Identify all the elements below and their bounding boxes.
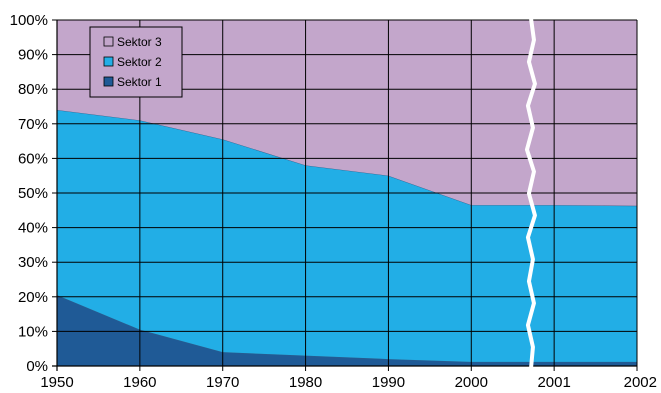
legend-swatch-sektor-1	[103, 76, 114, 87]
legend-label-sektor-3: Sektor 3	[117, 35, 162, 49]
axis-break-line	[524, 17, 537, 370]
x-tick-label: 2001	[537, 374, 570, 391]
legend-label-sektor-2: Sektor 2	[117, 55, 162, 69]
y-tick-label: 0%	[26, 358, 48, 375]
legend-swatch-sektor-2	[103, 56, 114, 67]
y-tick-label: 90%	[18, 47, 48, 64]
y-tick-label: 40%	[18, 220, 48, 237]
x-tick-label: 2002	[624, 374, 657, 391]
legend-swatch-sektor-3	[103, 36, 114, 47]
axes-layer	[52, 19, 638, 371]
y-tick-label: 70%	[18, 116, 48, 133]
y-tick-label: 100%	[10, 12, 48, 29]
legend: Sektor 3 Sektor 2 Sektor 1	[89, 26, 183, 98]
x-tick-label: 1950	[40, 374, 73, 391]
y-tick-label: 20%	[18, 289, 48, 306]
x-tick-label: 1960	[123, 374, 156, 391]
legend-label-sektor-1: Sektor 1	[117, 75, 162, 89]
axis-break-marker	[524, 17, 537, 370]
area-sektor-1	[57, 295, 637, 366]
y-tick-label: 80%	[18, 81, 48, 98]
tick-labels: 0% 10% 20% 30% 40% 50% 60% 70% 80% 90% 100% 1950 196…	[10, 12, 657, 391]
y-tick-label: 60%	[18, 150, 48, 167]
area-layer	[56, 20, 638, 366]
y-tick-label: 10%	[18, 323, 48, 340]
x-tick-label: 1970	[206, 374, 239, 391]
y-tick-label: 30%	[18, 254, 48, 271]
area-sektor-3	[57, 20, 637, 206]
x-tick-label: 1990	[372, 374, 405, 391]
x-tick-label: 1980	[289, 374, 322, 391]
x-tick-label: 2000	[455, 374, 488, 391]
area-sektor-2	[57, 109, 637, 362]
y-tick-label: 50%	[18, 185, 48, 202]
